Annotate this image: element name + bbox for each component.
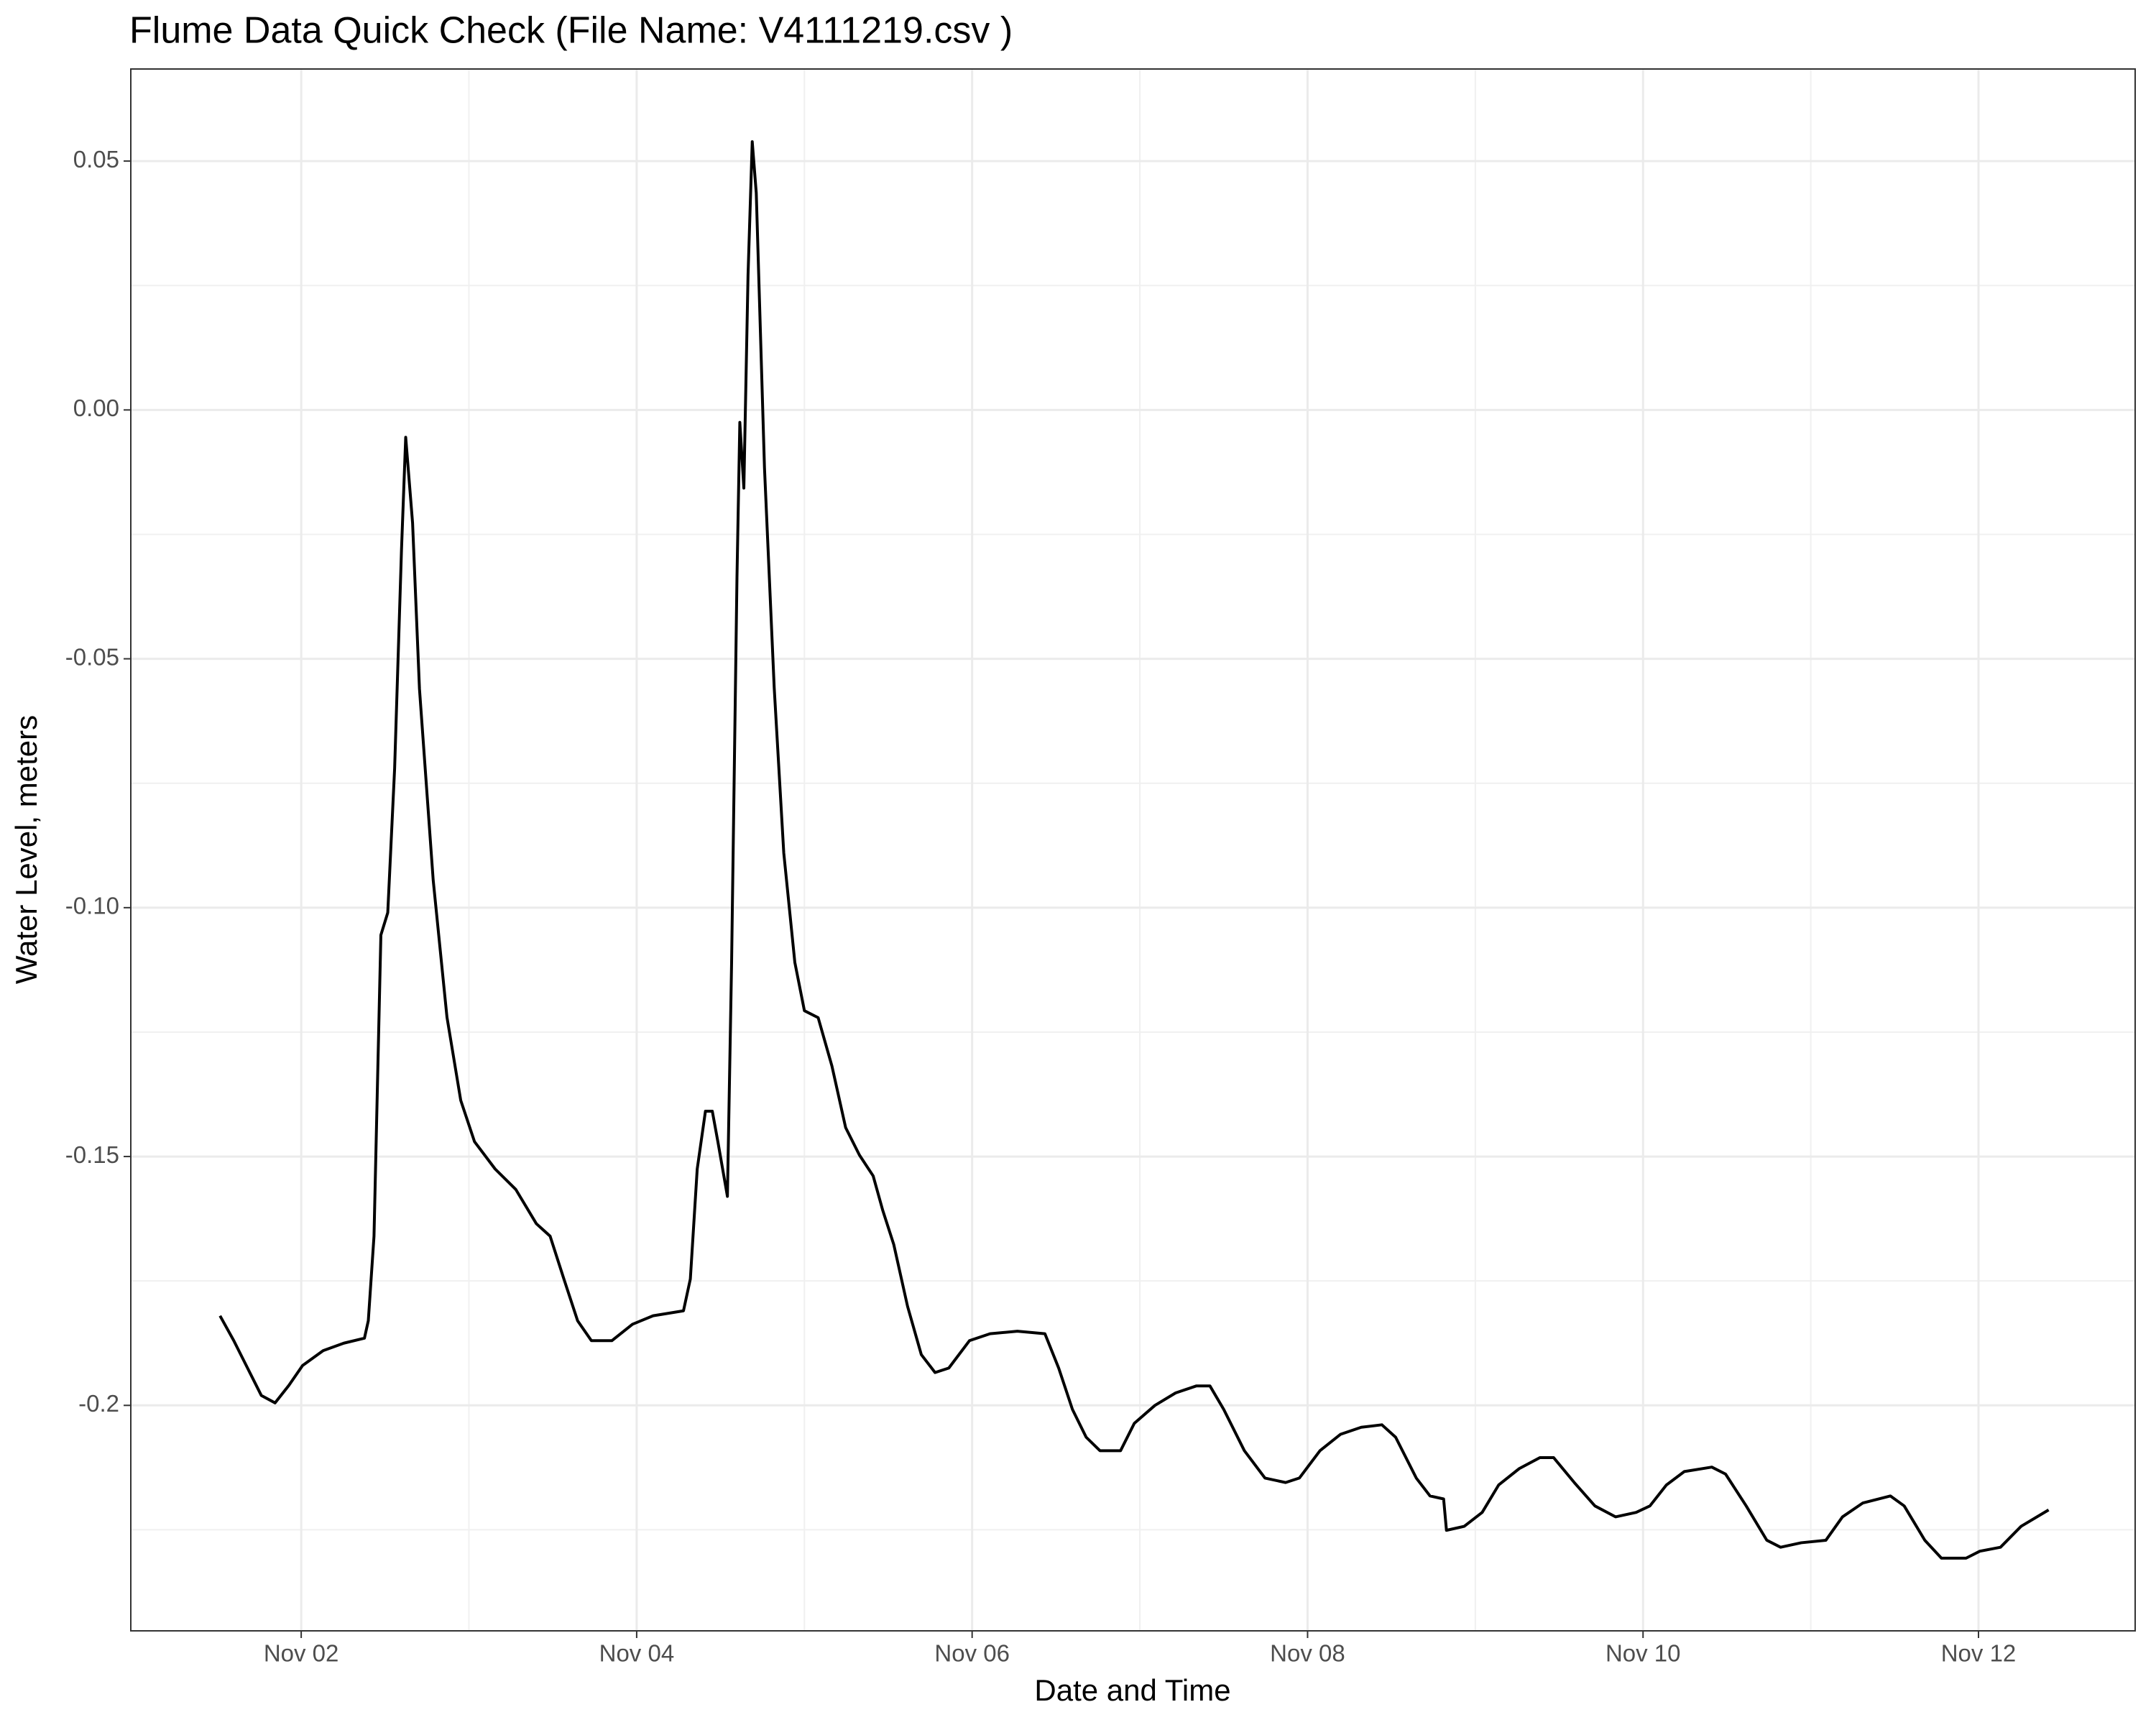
x-tick-label: Nov 06: [934, 1640, 1010, 1667]
x-tick-label: Nov 02: [264, 1640, 339, 1667]
chart-title: Flume Data Quick Check (File Name: V4111…: [129, 10, 1013, 52]
y-tick-label: -0.15: [65, 1141, 119, 1168]
y-tick-label: 0.00: [73, 395, 119, 421]
x-tick-label: Nov 04: [599, 1640, 675, 1667]
x-tick-label: Nov 10: [1606, 1640, 1681, 1667]
y-tick-label: 0.05: [73, 146, 119, 172]
x-axis-title: Date and Time: [1034, 1673, 1230, 1707]
y-tick-label: -0.05: [65, 643, 119, 670]
y-tick-label: -0.10: [65, 893, 119, 919]
x-tick-label: Nov 12: [1941, 1640, 2017, 1667]
data-line: [218, 140, 2050, 1560]
x-tick-label: Nov 08: [1270, 1640, 1345, 1667]
y-axis-title: Water Level, meters: [9, 715, 43, 984]
plot-border: [130, 68, 2136, 1632]
y-tick-label: -0.2: [78, 1390, 119, 1417]
